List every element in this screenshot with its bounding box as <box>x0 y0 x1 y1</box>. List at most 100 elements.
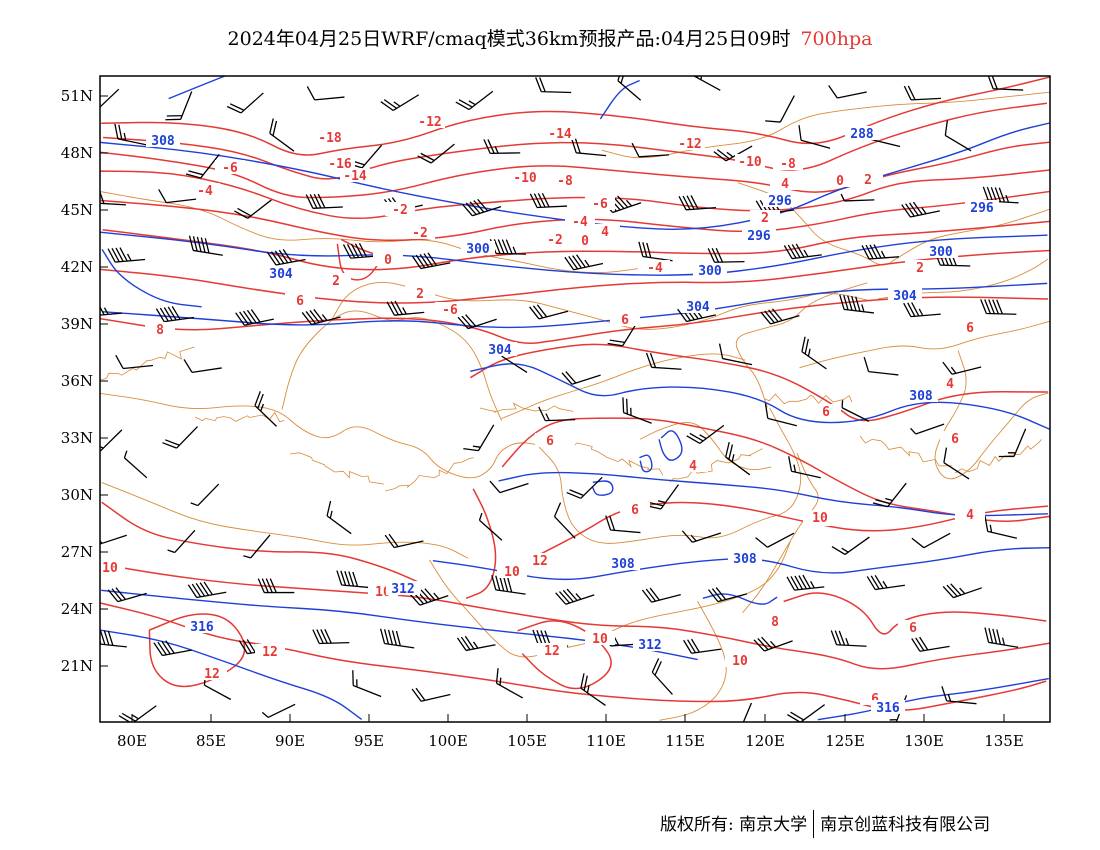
wind-barb <box>982 186 1019 204</box>
lat-tick-label: 21N <box>61 657 93 675</box>
wind-barb <box>529 304 569 320</box>
geopotential-label: 312 <box>638 638 661 653</box>
wind-barb <box>254 391 278 427</box>
contour-label-bg <box>770 176 800 190</box>
contour-labels: -18-16-14-12-14-12-10 -8-10 -8-6-6-4-4-20-… <box>100 114 999 716</box>
geopotential-label: 300 <box>698 264 722 279</box>
contour-label-bg <box>264 266 298 280</box>
geopotential-label: 304 <box>269 267 293 282</box>
contour-label-bg <box>255 644 285 658</box>
contour-label-bg <box>185 619 219 633</box>
footer: 版权所有: 南京大学 南京创蓝科技有限公司 <box>660 809 990 840</box>
wind-barb <box>489 239 527 255</box>
wind-barb <box>100 188 126 206</box>
lat-tick-label: 51N <box>61 87 93 105</box>
wind-barb <box>941 686 977 705</box>
copyright-text: 版权所有: 南京大学 <box>660 815 808 835</box>
wind-barb <box>678 195 717 211</box>
wind-barb <box>828 85 867 99</box>
wind-barb <box>944 120 972 152</box>
geopotential-label: 304 <box>488 343 512 358</box>
temperature-label: 12 <box>204 667 220 682</box>
wind-barb <box>190 483 220 507</box>
plot-area: -18-16-14-12-14-12-10 -8-10 -8-6-6-4-4-20-… <box>100 76 1050 722</box>
wind-barb <box>903 302 941 318</box>
temperature-label: -8 <box>557 174 573 189</box>
wind-barb <box>107 247 146 263</box>
border-line <box>859 435 952 467</box>
contour-label-bg <box>633 637 667 651</box>
lon-tick-label: 90E <box>275 732 305 750</box>
contour-label-bg <box>811 404 841 418</box>
wind-barb <box>478 512 503 541</box>
wind-barb <box>683 638 722 654</box>
wind-barb <box>903 85 942 101</box>
temperature-label: 6 <box>951 432 959 447</box>
wind-barb <box>118 705 157 722</box>
footer-divider <box>813 809 815 838</box>
wind-barb <box>483 139 521 155</box>
lat-tick-label: 45N <box>61 201 93 219</box>
temperature-isotherm <box>465 488 497 600</box>
contour-label-bg <box>497 564 527 578</box>
contour-label-bg <box>845 126 879 140</box>
wind-barb <box>681 530 722 543</box>
lat-tick-label: 30N <box>61 486 93 504</box>
temperature-label: -14 <box>548 127 572 142</box>
geopotential-isoheight <box>658 430 683 461</box>
contour-label-bg <box>935 376 965 390</box>
temperature-label: 10 <box>102 561 118 576</box>
contour-label-bg <box>681 299 715 313</box>
geopotential-label: 288 <box>850 127 874 142</box>
wind-barb <box>641 587 681 603</box>
temperature-label: -4 <box>197 184 213 199</box>
contour-label-bg <box>386 581 420 595</box>
contour-label-bg <box>871 700 905 714</box>
contour-label-bg <box>585 196 615 210</box>
contour-label-bg <box>585 631 615 645</box>
wind-barb <box>384 533 424 549</box>
geopotential-isoheight <box>101 248 202 308</box>
temperature-label: 8 <box>156 323 164 338</box>
wind-barb <box>158 189 197 204</box>
wind-barb <box>872 482 907 508</box>
temperature-isotherm <box>100 249 1050 304</box>
lon-tick-label: 115E <box>665 732 705 750</box>
wind-barb <box>755 532 795 548</box>
temperature-label: 4 <box>781 177 789 192</box>
wind-barb <box>489 480 529 494</box>
wind-barb <box>529 192 568 209</box>
contour-label-bg <box>415 114 445 128</box>
temperature-label: 12 <box>544 644 560 659</box>
wind-barb <box>266 249 306 266</box>
wind-barb <box>115 354 154 370</box>
wind-barb <box>455 90 494 111</box>
geopotential-label: 308 <box>909 389 933 404</box>
title-text: 2024年04月25日WRF/cmaq模式36km预报产品:04月25日09时 <box>227 28 791 50</box>
contour-label-bg <box>940 431 970 445</box>
contour-label-bg <box>315 130 345 144</box>
temperature-isotherm <box>100 169 1050 220</box>
contour-label-bg <box>924 244 958 258</box>
border-line <box>659 600 727 721</box>
contour-label-bg <box>742 228 776 242</box>
temperature-label: 2 <box>864 173 872 188</box>
lat-tick-label: 36N <box>61 372 93 390</box>
wind-barb <box>839 294 874 314</box>
lat-tick-label: 24N <box>61 600 93 618</box>
temperature-isotherm <box>148 613 246 688</box>
contour-label-bg <box>898 620 928 634</box>
wind-barb <box>306 86 345 101</box>
contour-label-bg <box>145 322 175 336</box>
wind-barb <box>257 578 295 594</box>
geopotential-isoheight <box>498 471 1048 517</box>
geopotential-label: 300 <box>929 245 953 260</box>
wind-barb <box>183 359 222 374</box>
wind-barb <box>786 704 826 722</box>
wind-barb <box>380 94 420 112</box>
geopotential-label: 296 <box>747 229 771 244</box>
contour-label-bg <box>285 293 315 307</box>
wind-barb <box>760 308 800 325</box>
wind-barb <box>984 627 1019 648</box>
wind-barb <box>753 636 793 652</box>
